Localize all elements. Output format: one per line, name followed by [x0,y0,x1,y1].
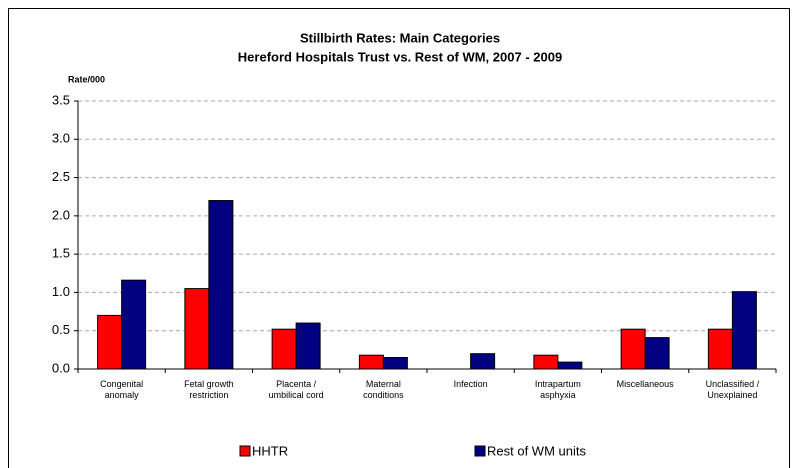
y-tick-label: 1.0 [52,284,70,299]
y-tick-label: 3.5 [52,92,70,107]
chart-title: Stillbirth Rates: Main Categories [300,30,500,45]
x-tick-label: Maternal conditions [363,379,404,400]
bar [470,353,496,370]
bar [707,328,733,370]
bar [731,291,757,370]
x-tick-label: Congenital anomaly [100,379,144,400]
x-tick-label: Miscellaneous [616,379,674,389]
legend-label: HHTR [252,443,288,458]
bar [208,200,234,370]
x-tick-label: Infection [453,379,488,389]
bar [121,279,147,370]
bar [382,357,408,370]
bar [533,354,559,370]
legend-label: Rest of WM units [487,443,586,458]
bar [97,314,123,370]
bar [184,288,210,370]
x-tick-label: Placenta / umbilical cord [268,379,324,400]
bar [271,328,297,370]
y-tick-label: 2.0 [52,207,70,222]
y-tick-label: 1.5 [52,246,70,261]
legend-swatch [239,445,251,457]
y-tick-label: 3.0 [52,131,70,146]
x-tick-label: Intrapartum asphyxia [534,379,581,400]
chart-border [8,8,790,468]
bar [644,337,670,370]
bar [358,354,384,370]
x-tick-label: Fetal growth restriction [184,379,234,400]
y-tick-label: 0.5 [52,322,70,337]
y-axis-label: Rate/000 [68,74,105,84]
chart-subtitle: Hereford Hospitals Trust vs. Rest of WM,… [238,49,562,64]
y-tick-label: 0.0 [52,360,70,375]
legend-swatch [474,445,486,457]
bar [557,361,583,370]
x-tick-label: Unclassified / Unexplained [705,379,760,400]
bar [295,322,321,370]
bar [620,328,646,370]
y-tick-label: 2.5 [52,169,70,184]
